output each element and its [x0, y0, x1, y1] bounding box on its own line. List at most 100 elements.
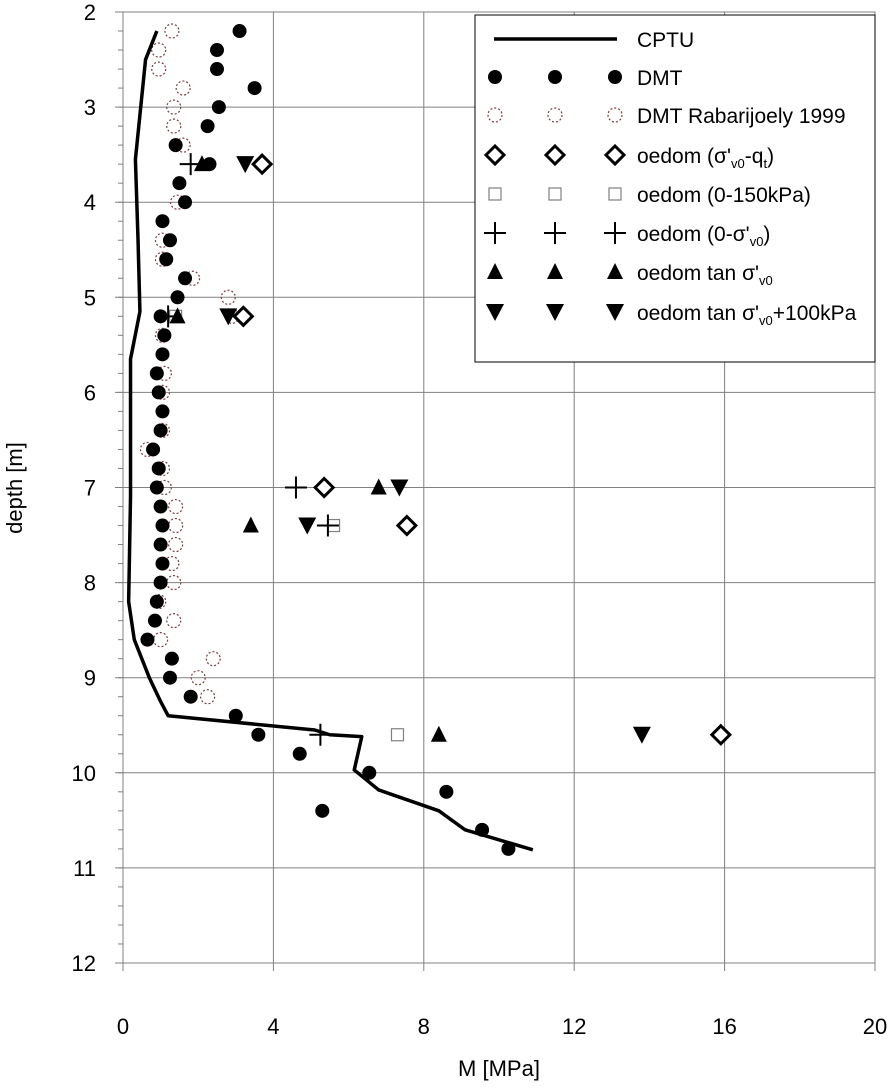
oedom-triangle-down-point — [486, 304, 504, 321]
dmt-point — [228, 708, 243, 723]
y-tick-label: 12 — [72, 951, 96, 976]
oedom-triangle-down-point — [546, 304, 564, 321]
legend-label: DMT — [637, 67, 683, 90]
oedom-diamond-point — [483, 143, 507, 167]
y-tick-label: 5 — [84, 285, 96, 310]
dmt-point — [172, 176, 187, 191]
oedom-diamond-point — [603, 143, 627, 167]
dmt-point — [210, 43, 224, 58]
legend-label-text: DMT — [637, 67, 683, 90]
legend-label-text: CPTU — [637, 29, 694, 52]
oedom-triangle-down-point — [236, 156, 255, 174]
dmt-rabarijoely-point — [168, 517, 184, 534]
cptu-line — [126, 30, 534, 852]
legend-label-subscript: v0 — [731, 156, 745, 171]
dmt-point — [164, 651, 179, 666]
dmt-rabarijoely-point — [151, 61, 167, 77]
dmt-point — [178, 195, 193, 210]
legend-label-subscript: v0 — [759, 313, 773, 328]
legend-label-text: oedom (0-150kPa) — [637, 184, 811, 207]
x-tick-label: 4 — [267, 1014, 279, 1039]
plot-marks — [126, 23, 732, 856]
dmt-point — [232, 24, 247, 39]
legend-label-subscript: t — [763, 156, 767, 171]
dmt-point — [163, 670, 177, 685]
dmt-point — [163, 233, 177, 248]
oedom-triangle-up-point — [607, 263, 623, 279]
dmt-rabarijoely-point — [190, 670, 206, 686]
oedom-triangle-down-point — [390, 479, 409, 497]
y-axis-label: depth [m] — [2, 442, 27, 534]
legend-label-subscript: v0 — [759, 273, 773, 288]
dmt-point — [140, 632, 155, 647]
dmt-point — [178, 271, 193, 286]
dmt-point — [153, 423, 168, 438]
legend-label: DMT Rabarijoely 1999 — [637, 105, 846, 128]
oedom-triangle-up-point — [487, 263, 503, 279]
dmt-point — [155, 404, 170, 419]
dmt-point — [151, 461, 166, 476]
dmt-rabarijoely-point — [166, 118, 182, 134]
legend-label-text: oedom (σ' — [637, 145, 731, 168]
oedom-plus-point — [309, 723, 332, 746]
dmt-point — [153, 499, 168, 514]
dmt-point — [159, 252, 174, 267]
oedom-triangle-up-point — [370, 478, 387, 495]
dmt-rabarijoely-point — [200, 689, 216, 705]
x-tick-label: 12 — [562, 1014, 586, 1039]
y-tick-label: 10 — [72, 761, 96, 786]
dmt-point — [155, 556, 170, 571]
x-tick-label: 16 — [712, 1014, 736, 1039]
dmt-point — [168, 138, 183, 153]
dmt-point — [315, 803, 330, 818]
oedom-triangle-up-point — [547, 263, 563, 279]
dmt-rabarijoely-point — [607, 107, 623, 123]
dmt-rabarijoely-point — [166, 99, 182, 115]
oedom-triangle-up-point — [430, 725, 447, 742]
legend-label: oedom (0-150kPa) — [637, 184, 811, 207]
dmt-point — [155, 214, 170, 229]
dmt-rabarijoely-point — [175, 80, 191, 96]
dmt-point — [247, 81, 262, 96]
dmt-point — [548, 70, 562, 84]
dmt-point — [153, 575, 168, 590]
x-tick-label: 0 — [117, 1014, 129, 1039]
legend-label: CPTU — [637, 29, 694, 52]
legend-box — [474, 14, 876, 363]
oedom-triangle-down-point — [632, 726, 651, 744]
oedom-plus-point — [604, 222, 626, 244]
oedom-triangle-up-point — [242, 516, 259, 533]
y-tick-label: 9 — [84, 666, 96, 691]
dmt-point — [146, 442, 161, 457]
oedom-square-point — [608, 187, 622, 201]
y-tick-label: 4 — [84, 190, 96, 215]
oedom-plus-point — [284, 476, 307, 499]
oedom-diamond-point — [250, 153, 274, 176]
oedom-plus-point — [484, 222, 506, 244]
dmt-point — [210, 62, 224, 77]
dmt-point — [362, 765, 377, 780]
legend-label: oedom (σ'v0-qt) — [637, 145, 774, 171]
dmt-point — [439, 784, 454, 799]
dmt-point — [149, 366, 164, 381]
legend-label-text: ) — [767, 145, 774, 168]
dmt-point — [155, 347, 170, 362]
oedom-triangle-down-point — [219, 308, 238, 326]
dmt-point — [251, 727, 266, 742]
dmt-rabarijoely-point — [151, 42, 167, 58]
legend-label-text: ) — [763, 223, 770, 246]
legend-label-text: oedom (0-σ' — [637, 223, 750, 246]
legend-label-text: -q — [745, 145, 764, 168]
dmt-point — [153, 537, 168, 552]
y-tick-label: 2 — [84, 0, 96, 25]
dmt-point — [151, 385, 166, 400]
dmt-point — [155, 518, 170, 533]
dmt-point — [147, 613, 162, 628]
legend-label-text: DMT Rabarijoely 1999 — [637, 105, 846, 128]
legend-label: oedom tan σ'v0+100kPa — [637, 302, 857, 328]
x-tick-label: 20 — [863, 1014, 887, 1039]
y-tick-label: 8 — [84, 571, 96, 596]
dmt-rabarijoely-point — [547, 107, 563, 123]
